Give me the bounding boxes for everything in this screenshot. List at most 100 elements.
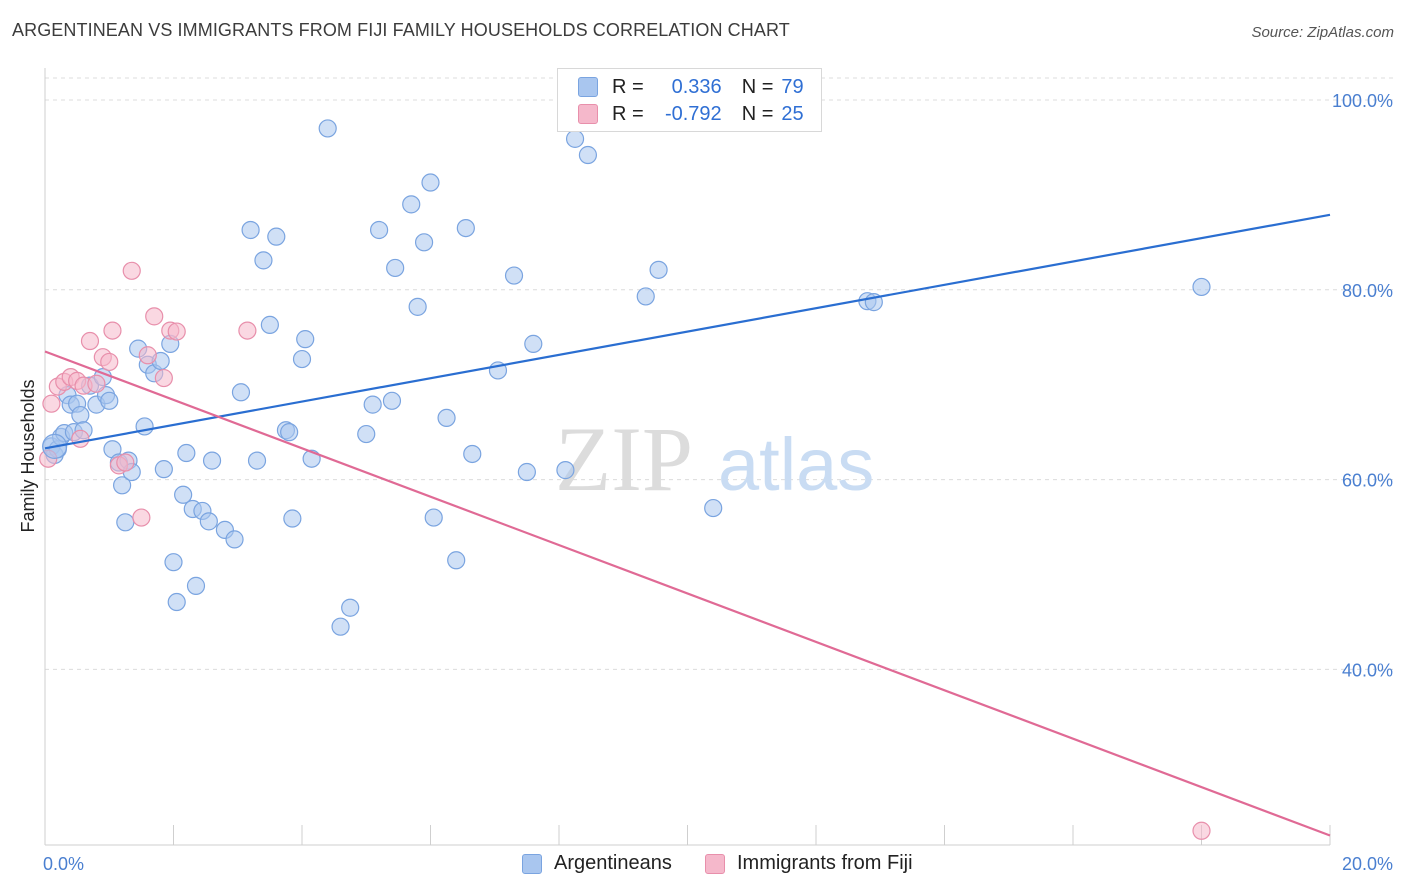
point-argentineans: [331, 617, 350, 636]
legend-r-value: -0.792: [664, 102, 722, 125]
bottom-legend-fiji: Immigrants from Fiji: [705, 852, 913, 875]
y-tick-label: 100.0%: [1332, 91, 1393, 111]
point-argentineans: [177, 443, 196, 463]
point-fiji: [71, 429, 90, 448]
point-argentineans: [636, 287, 655, 306]
tick-label-layer: 40.0% 60.0% 80.0% 100.0% 0.0% 20.0%: [43, 91, 1393, 874]
legend-r-label: R =: [612, 75, 644, 98]
points-layer: [39, 119, 1211, 840]
point-argentineans: [386, 258, 405, 278]
bottom-legend-label: Immigrants from Fiji: [737, 852, 913, 874]
point-argentineans: [167, 592, 186, 612]
point-argentineans: [116, 513, 135, 532]
point-argentineans: [437, 408, 456, 428]
point-fiji: [80, 331, 100, 351]
legend-row-argentineans: R = 0.336 N = 79: [578, 75, 804, 99]
point-argentineans: [357, 424, 376, 444]
point-fiji: [145, 307, 164, 326]
source-label: Source: ZipAtlas.com: [1251, 24, 1394, 41]
legend-n-label: N =: [741, 102, 774, 125]
point-argentineans: [421, 173, 440, 192]
point-argentineans: [456, 218, 475, 238]
point-argentineans: [154, 460, 173, 479]
legend-n-value: 25: [781, 102, 804, 125]
point-argentineans: [292, 349, 312, 369]
y-tick-label: 40.0%: [1342, 660, 1393, 680]
trend-layer: [44, 213, 1331, 837]
y-tick-label: 60.0%: [1342, 471, 1393, 491]
point-argentineans: [267, 227, 286, 246]
point-argentineans: [704, 498, 723, 518]
point-fiji: [1192, 821, 1211, 840]
legend-swatch-fiji: [578, 104, 598, 124]
point-argentineans: [112, 476, 132, 495]
point-fiji: [122, 261, 141, 280]
point-argentineans: [247, 451, 267, 470]
point-argentineans: [504, 266, 524, 285]
bottom-legend-argentineans: Argentineans: [522, 852, 672, 875]
point-argentineans: [517, 462, 536, 482]
trend-line-argentineans: [44, 213, 1331, 450]
point-argentineans: [578, 145, 598, 165]
legend-n-label: N =: [741, 75, 774, 98]
legend-r-label: R =: [612, 102, 644, 125]
grid-layer: [45, 77, 1395, 670]
point-argentineans: [408, 297, 427, 316]
point-fiji: [100, 352, 119, 372]
point-argentineans: [260, 315, 279, 334]
bottom-legend-swatch-fiji: [705, 853, 725, 874]
point-fiji: [154, 368, 173, 388]
point-argentineans: [565, 129, 585, 148]
x-tick-label: 20.0%: [1342, 854, 1393, 874]
point-fiji: [167, 322, 186, 341]
point-argentineans: [280, 423, 299, 442]
point-argentineans: [447, 551, 466, 570]
point-argentineans: [402, 195, 421, 214]
point-argentineans: [186, 576, 206, 595]
legend-swatch-argentineans: [578, 77, 598, 97]
point-fiji: [103, 321, 122, 340]
point-fiji: [116, 453, 135, 472]
point-argentineans: [424, 508, 443, 527]
legend-r-value: 0.336: [671, 75, 722, 98]
x-tick-label: 0.0%: [43, 854, 84, 874]
point-fiji: [87, 374, 106, 393]
point-argentineans: [100, 391, 119, 410]
stats-legend: R = 0.336 N = 79 R = -0.792 N = 25: [557, 68, 822, 132]
point-argentineans: [463, 444, 482, 464]
point-argentineans: [524, 334, 543, 353]
watermark-zip: ZIP: [555, 408, 693, 510]
point-argentineans: [225, 530, 244, 549]
axes-layer: [44, 68, 1331, 846]
bottom-legend-swatch-argentineans: [522, 853, 542, 874]
legend-row-fiji: R = -0.792 N = 25: [578, 102, 804, 126]
point-argentineans: [363, 395, 382, 414]
watermark-atlas: atlas: [718, 423, 874, 506]
legend-n-value: 79: [781, 75, 804, 98]
point-fiji: [132, 508, 151, 527]
point-argentineans: [164, 553, 183, 572]
point-argentineans: [556, 461, 575, 480]
point-argentineans: [135, 417, 154, 436]
point-argentineans: [370, 220, 389, 240]
point-argentineans: [318, 119, 337, 138]
point-argentineans: [1192, 277, 1211, 297]
y-tick-label: 80.0%: [1342, 281, 1393, 301]
point-argentineans: [296, 330, 315, 349]
trend-line-fiji: [44, 350, 1331, 837]
point-argentineans: [231, 383, 251, 402]
point-argentineans: [71, 405, 90, 425]
point-argentineans: [202, 451, 222, 470]
point-argentineans: [254, 251, 273, 270]
point-argentineans: [414, 233, 434, 252]
bottom-legend-label: Argentineans: [554, 852, 672, 874]
point-argentineans: [283, 509, 302, 528]
chart-title: ARGENTINEAN VS IMMIGRANTS FROM FIJI FAMI…: [12, 20, 790, 40]
point-argentineans: [382, 391, 402, 410]
point-fiji: [42, 394, 61, 413]
point-argentineans: [174, 485, 193, 504]
point-argentineans: [649, 260, 668, 279]
point-argentineans: [341, 598, 360, 617]
point-argentineans: [199, 512, 218, 531]
